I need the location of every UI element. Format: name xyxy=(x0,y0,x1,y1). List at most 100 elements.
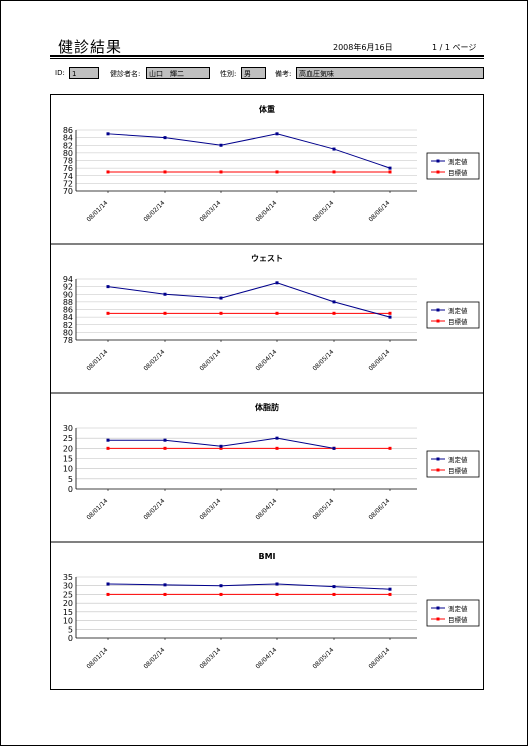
y-tick-label: 90 xyxy=(63,290,73,299)
y-tick-label: 84 xyxy=(63,134,73,143)
x-tick-label: 08/05/14 xyxy=(311,497,335,521)
report-date: 2008年6月16日 xyxy=(333,43,393,52)
target-point xyxy=(163,446,167,450)
measured-point xyxy=(332,147,336,151)
x-tick-label: 08/04/14 xyxy=(254,497,278,521)
target-point xyxy=(388,170,392,174)
x-tick-label: 08/06/14 xyxy=(367,199,391,223)
y-tick-label: 82 xyxy=(63,141,73,150)
chart-title: BMI xyxy=(258,552,275,561)
measured-point xyxy=(106,438,110,442)
name-field: 山口 輝二 xyxy=(146,67,210,79)
x-tick-label: 08/02/14 xyxy=(142,348,166,372)
legend-target-label: 目標値 xyxy=(448,615,468,624)
measured-point xyxy=(106,132,110,136)
legend-measured-label: 測定値 xyxy=(448,157,468,166)
y-tick-label: 88 xyxy=(63,298,73,307)
legend-measured-label: 測定値 xyxy=(448,306,468,315)
x-tick-label: 08/03/14 xyxy=(198,199,222,223)
target-point xyxy=(106,170,110,174)
measured-point xyxy=(275,582,279,586)
x-tick-label: 08/01/14 xyxy=(85,348,109,372)
y-tick-label: 80 xyxy=(63,328,73,337)
measured-point xyxy=(163,438,167,442)
name-label: 健診者名: xyxy=(110,70,141,78)
page-title: 健診結果 xyxy=(58,38,123,56)
y-tick-label: 15 xyxy=(63,455,73,464)
legend-box xyxy=(426,301,480,329)
y-tick-label: 0 xyxy=(68,485,73,494)
legend-box xyxy=(426,152,480,180)
y-tick-label: 5 xyxy=(68,475,73,484)
y-tick-label: 78 xyxy=(63,157,73,166)
y-tick-label: 82 xyxy=(63,321,73,330)
target-point xyxy=(275,592,279,596)
y-tick-label: 30 xyxy=(63,424,73,433)
target-point xyxy=(219,311,223,315)
sex-label: 性別: xyxy=(220,70,237,78)
id-field: 1 xyxy=(69,67,99,79)
x-tick-label: 08/06/14 xyxy=(367,497,391,521)
x-tick-label: 08/05/14 xyxy=(311,199,335,223)
target-point xyxy=(106,311,110,315)
measured-point xyxy=(219,296,223,300)
target-point xyxy=(163,311,167,315)
y-tick-label: 35 xyxy=(63,573,73,582)
y-tick-label: 25 xyxy=(63,434,73,443)
y-tick-label: 76 xyxy=(63,164,73,173)
target-point xyxy=(219,446,223,450)
x-tick-label: 08/06/14 xyxy=(367,646,391,670)
legend-target-marker xyxy=(436,319,440,323)
y-tick-label: 30 xyxy=(63,582,73,591)
y-tick-label: 86 xyxy=(63,306,73,315)
note-label: 備考: xyxy=(275,70,292,78)
target-point xyxy=(275,170,279,174)
x-tick-label: 08/02/14 xyxy=(142,646,166,670)
x-tick-label: 08/03/14 xyxy=(198,497,222,521)
legend-target-marker xyxy=(436,468,440,472)
page-number: 1 / 1 ページ xyxy=(432,43,477,52)
measured-point xyxy=(275,436,279,440)
target-point xyxy=(388,446,392,450)
x-tick-label: 08/04/14 xyxy=(254,646,278,670)
legend-measured-marker xyxy=(436,457,440,461)
measured-point xyxy=(332,300,336,304)
measured-point xyxy=(163,292,167,296)
target-point xyxy=(275,311,279,315)
x-tick-label: 08/05/14 xyxy=(311,646,335,670)
measured-point xyxy=(275,281,279,285)
y-tick-label: 84 xyxy=(63,313,73,322)
target-point xyxy=(332,170,336,174)
measured-point xyxy=(163,136,167,140)
measured-point xyxy=(163,583,167,587)
charts-area: 体重 70 72 74 76 78 80 82 84 86 08/01/14 08/02/14 08/0… xyxy=(50,94,484,690)
x-tick-label: 08/03/14 xyxy=(198,348,222,372)
target-point xyxy=(106,592,110,596)
x-tick-label: 08/02/14 xyxy=(142,199,166,223)
y-tick-label: 10 xyxy=(63,617,73,626)
target-point xyxy=(219,170,223,174)
measured-point xyxy=(388,587,392,591)
target-point xyxy=(332,592,336,596)
legend-target-label: 目標値 xyxy=(448,466,468,475)
target-point xyxy=(219,592,223,596)
x-tick-label: 08/01/14 xyxy=(85,646,109,670)
target-point xyxy=(332,311,336,315)
legend-measured-marker xyxy=(436,606,440,610)
measured-point xyxy=(219,444,223,448)
measured-line xyxy=(107,282,391,318)
target-point xyxy=(388,311,392,315)
y-tick-label: 78 xyxy=(63,336,73,345)
legend-box xyxy=(426,599,480,627)
measured-point xyxy=(219,143,223,147)
measured-point xyxy=(106,582,110,586)
legend-measured-label: 測定値 xyxy=(448,455,468,464)
sex-field: 男 xyxy=(241,67,266,79)
chart-title: ウェスト xyxy=(251,254,283,263)
